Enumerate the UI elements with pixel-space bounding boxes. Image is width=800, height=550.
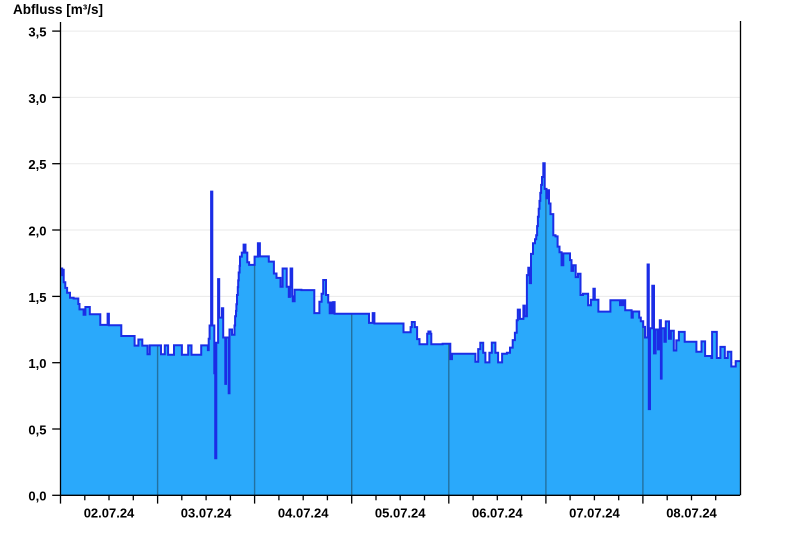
- svg-text:3,5: 3,5: [28, 25, 46, 40]
- svg-text:2,0: 2,0: [28, 223, 46, 238]
- svg-text:05.07.24: 05.07.24: [375, 506, 426, 521]
- svg-text:08.07.24: 08.07.24: [666, 506, 717, 521]
- svg-text:04.07.24: 04.07.24: [278, 506, 329, 521]
- svg-text:Abfluss [m³/s]: Abfluss [m³/s]: [13, 2, 103, 17]
- svg-text:0,0: 0,0: [28, 489, 46, 504]
- svg-text:0,5: 0,5: [28, 422, 46, 437]
- svg-text:3,0: 3,0: [28, 91, 46, 106]
- svg-text:03.07.24: 03.07.24: [181, 506, 232, 521]
- svg-text:07.07.24: 07.07.24: [569, 506, 620, 521]
- svg-text:1,5: 1,5: [28, 290, 46, 305]
- svg-text:06.07.24: 06.07.24: [472, 506, 523, 521]
- svg-text:1,0: 1,0: [28, 356, 46, 371]
- svg-text:02.07.24: 02.07.24: [84, 506, 135, 521]
- svg-text:2,5: 2,5: [28, 157, 46, 172]
